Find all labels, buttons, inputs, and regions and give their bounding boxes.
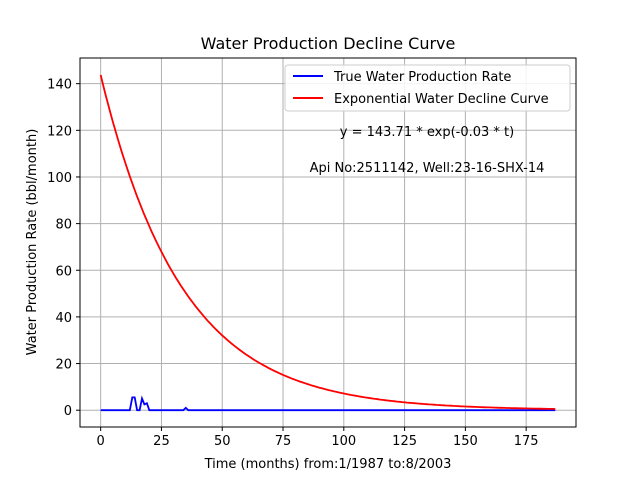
y-tick-label: 20 (55, 358, 72, 373)
chart-title: Water Production Decline Curve (201, 34, 456, 53)
x-gridlines (100, 58, 527, 427)
x-tick-label: 0 (97, 434, 105, 449)
true-water-rate-line (100, 395, 556, 412)
well-annotation: Api No:2511142, Well:23-16-SHX-14 (310, 161, 545, 176)
legend-label-exponential: Exponential Water Decline Curve (334, 92, 549, 107)
equation-annotation: y = 143.71 * exp(-0.03 * t) (340, 125, 514, 140)
x-tick-label: 25 (153, 434, 170, 449)
plot-frame (79, 57, 577, 428)
y-tick-label: 140 (47, 78, 72, 93)
x-tick-label: 175 (514, 434, 539, 449)
x-tick-label: 50 (214, 434, 231, 449)
x-tick-label: 75 (275, 434, 292, 449)
y-tick-label: 40 (55, 311, 72, 326)
y-tick-label: 0 (64, 404, 72, 419)
x-tick-label: 125 (392, 434, 417, 449)
y-tick-label: 60 (55, 264, 72, 279)
y-tick-label: 100 (47, 171, 72, 186)
x-tick-label: 150 (453, 434, 478, 449)
x-axis-ticks: 0 25 50 75 100 125 150 175 (97, 427, 539, 449)
y-tick-label: 80 (55, 218, 72, 233)
y-tick-label: 120 (47, 124, 72, 139)
x-tick-label: 100 (331, 434, 356, 449)
y-axis-ticks: 0 20 40 60 80 100 120 140 (47, 78, 80, 419)
x-axis-label: Time (months) from:1/1987 to:8/2003 (204, 457, 452, 472)
y-axis-label: Water Production Rate (bbl/month) (25, 129, 40, 356)
legend-label-true-rate: True Water Production Rate (333, 70, 511, 85)
exponential-decline-line (99, 74, 556, 410)
legend: True Water Production Rate Exponential W… (284, 64, 571, 112)
legend-box (284, 64, 571, 112)
